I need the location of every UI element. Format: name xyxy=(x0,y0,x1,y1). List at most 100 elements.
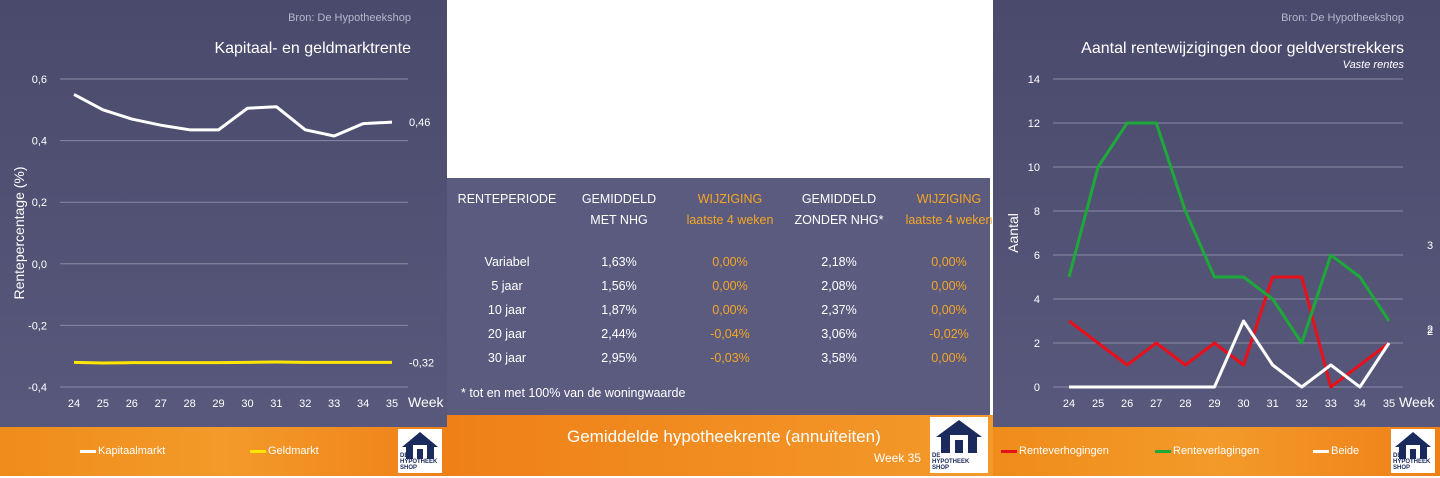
table-header-subcell: MET NHG xyxy=(590,213,648,227)
table-title: Gemiddelde hypotheekrente (annuïteiten) xyxy=(567,427,881,446)
left-chart-title: Kapitaal- en geldmarktrente xyxy=(214,40,411,57)
table-cell: 0,00% xyxy=(931,255,967,269)
right-x-tick-label: 28 xyxy=(1179,398,1191,410)
table-cell: 0,00% xyxy=(712,255,748,269)
right-x-axis-label: Week xyxy=(1399,394,1436,410)
table-cell: -0,02% xyxy=(929,327,969,341)
legend-item-geldmarkt: Geldmarkt xyxy=(250,445,319,457)
legend-swatch-renteverhogingen xyxy=(1001,449,1017,453)
legend-label-beide: Beide xyxy=(1331,445,1360,457)
left-x-tick-label: 28 xyxy=(184,398,196,410)
left-chart-svg: 0,6 0,4 0,2 0,0 -0,2 -0,4 24 25 26 27 28 29 30 31 32 33… xyxy=(11,74,445,410)
left-x-tick-label: 35 xyxy=(386,398,398,410)
rates-table: RENTEPERIODE GEMIDDELD MET NHG WIJZIGING laa… xyxy=(447,178,992,416)
legend-item-beide: Beide xyxy=(1313,445,1359,457)
table-cell: 2,37% xyxy=(821,303,857,317)
legend-item-kapitaalmarkt: Kapitaalmarkt xyxy=(80,445,165,457)
table-header-subcell: laatste 4 weken xyxy=(686,213,774,227)
left-x-tick-label: 25 xyxy=(97,398,109,410)
left-x-tick-label: 32 xyxy=(299,398,311,410)
table-cell: 10 jaar xyxy=(487,303,527,317)
house-logo-icon xyxy=(402,432,438,459)
right-x-tick-label: 27 xyxy=(1150,398,1162,410)
legend-item-renteverhogingen: Renteverhogingen xyxy=(1001,445,1109,457)
left-x-tick-label: 34 xyxy=(357,398,369,410)
left-x-tick-label: 26 xyxy=(126,398,138,410)
right-x-tick-label: 35 xyxy=(1383,398,1395,410)
left-chart-panel: Bron: De Hypotheekshop Kapitaal- en geld… xyxy=(0,0,447,476)
left-x-tick-label: 31 xyxy=(270,398,282,410)
rates-table-panel: RENTEPERIODE GEMIDDELD MET NHG WIJZIGING laa… xyxy=(447,0,993,476)
right-y-axis-label: Aantal xyxy=(1005,213,1021,253)
right-chart-title: Aantal rentewijzigingen door geldverstre… xyxy=(1081,40,1404,57)
table-cell: 5 jaar xyxy=(491,279,523,293)
table-cell: 2,08% xyxy=(821,279,857,293)
left-end-label-geldmarkt: -0,32 xyxy=(409,357,434,369)
right-x-tick-label: 25 xyxy=(1092,398,1104,410)
table-cell: 3,58% xyxy=(821,351,857,365)
right-y-tick-label: 12 xyxy=(1028,118,1040,130)
legend-label-renteverlagingen: Renteverlagingen xyxy=(1173,445,1260,457)
left-series-line-kapitaalmarkt xyxy=(73,93,393,138)
left-y-tick-label: 0,6 xyxy=(32,74,47,86)
table-cell: -0,04% xyxy=(710,327,750,341)
logo-text-mid: DE HYPOTHEEK SHOP xyxy=(932,453,970,471)
left-x-tick-label: 29 xyxy=(212,398,224,410)
legend-swatch-geldmarkt xyxy=(250,449,266,453)
hypotheekshop-logo-right: DE HYPOTHEEK SHOP xyxy=(1391,429,1435,473)
left-legend-bar: Kapitaalmarkt Geldmarkt DE HYPOTHEEK SHOP xyxy=(0,427,447,476)
left-x-tick-label: 33 xyxy=(328,398,340,410)
house-logo-icon xyxy=(936,420,982,453)
table-cell: 0,00% xyxy=(712,303,748,317)
table-title-bar: Gemiddelde hypotheekrente (annuïteiten) … xyxy=(447,415,993,476)
left-y-tick-label: 0,0 xyxy=(32,259,47,271)
right-y-tick-label: 6 xyxy=(1034,250,1040,262)
legend-swatch-beide xyxy=(1313,449,1329,453)
table-cell: 20 jaar xyxy=(487,327,527,341)
table-cell: 3,06% xyxy=(821,327,857,341)
right-chart-subtitle: Vaste rentes xyxy=(1342,59,1404,71)
left-x-tick-label: 27 xyxy=(155,398,167,410)
left-y-tick-label: 0,4 xyxy=(32,136,47,148)
left-x-axis-label: Week xyxy=(408,394,445,410)
table-cell: 0,00% xyxy=(712,279,748,293)
logo-text-right: DE HYPOTHEEK SHOP xyxy=(1393,453,1431,471)
legend-label-kapitaalmarkt: Kapitaalmarkt xyxy=(98,445,166,457)
table-week: Week 35 xyxy=(873,451,921,465)
left-y-tick-label: 0,2 xyxy=(32,197,47,209)
legend-label-renteverhogingen: Renteverhogingen xyxy=(1019,445,1109,457)
left-y-tick-label: -0,2 xyxy=(28,320,47,332)
hypotheekshop-logo-mid: DE HYPOTHEEK SHOP xyxy=(930,417,988,473)
left-source: Bron: De Hypotheekshop xyxy=(288,12,411,24)
right-source: Bron: De Hypotheekshop xyxy=(1281,12,1404,24)
house-logo-icon xyxy=(1395,432,1431,459)
left-end-label-kapitaalmarkt: 0,46 xyxy=(409,117,430,129)
right-x-tick-label: 26 xyxy=(1121,398,1133,410)
legend-swatch-kapitaalmarkt xyxy=(80,449,96,453)
right-x-tick-label: 29 xyxy=(1208,398,1220,410)
left-series-line-geldmarkt xyxy=(73,360,392,365)
right-y-tick-label: 8 xyxy=(1034,206,1040,218)
right-y-tick-label: 14 xyxy=(1028,74,1040,86)
right-end-label-beide: 2 xyxy=(1427,324,1433,336)
table-header-cell: WIJZIGING xyxy=(697,192,763,206)
right-x-tick-label: 34 xyxy=(1354,398,1366,410)
right-chart-panel: Bron: De Hypotheekshop Aantal rentewijzi… xyxy=(993,0,1440,476)
right-y-tick-label: 0 xyxy=(1034,382,1040,394)
table-header-cell: RENTEPERIODE xyxy=(457,192,557,206)
right-series-line-renteverlagingen xyxy=(1067,121,1391,345)
right-y-tick-label: 4 xyxy=(1034,294,1040,306)
table-header-cell: GEMIDDELD xyxy=(801,192,877,206)
right-series-line-renteverhogingen xyxy=(1068,275,1390,389)
table-header-cell: WIJZIGING xyxy=(916,192,982,206)
left-x-tick-label: 30 xyxy=(241,398,253,410)
table-cell: 2,44% xyxy=(601,327,637,341)
table-cell: 2,95% xyxy=(601,351,637,365)
hypotheekshop-logo-left: DE HYPOTHEEK SHOP xyxy=(398,429,442,473)
table-header-subcell: laatste 4 weken xyxy=(905,213,993,227)
table-header-cell: GEMIDDELD xyxy=(581,192,657,206)
table-cell: Variabel xyxy=(484,255,530,269)
table-cell: 0,00% xyxy=(931,351,967,365)
right-x-tick-label: 33 xyxy=(1325,398,1337,410)
right-series-line-beide xyxy=(1069,319,1391,389)
